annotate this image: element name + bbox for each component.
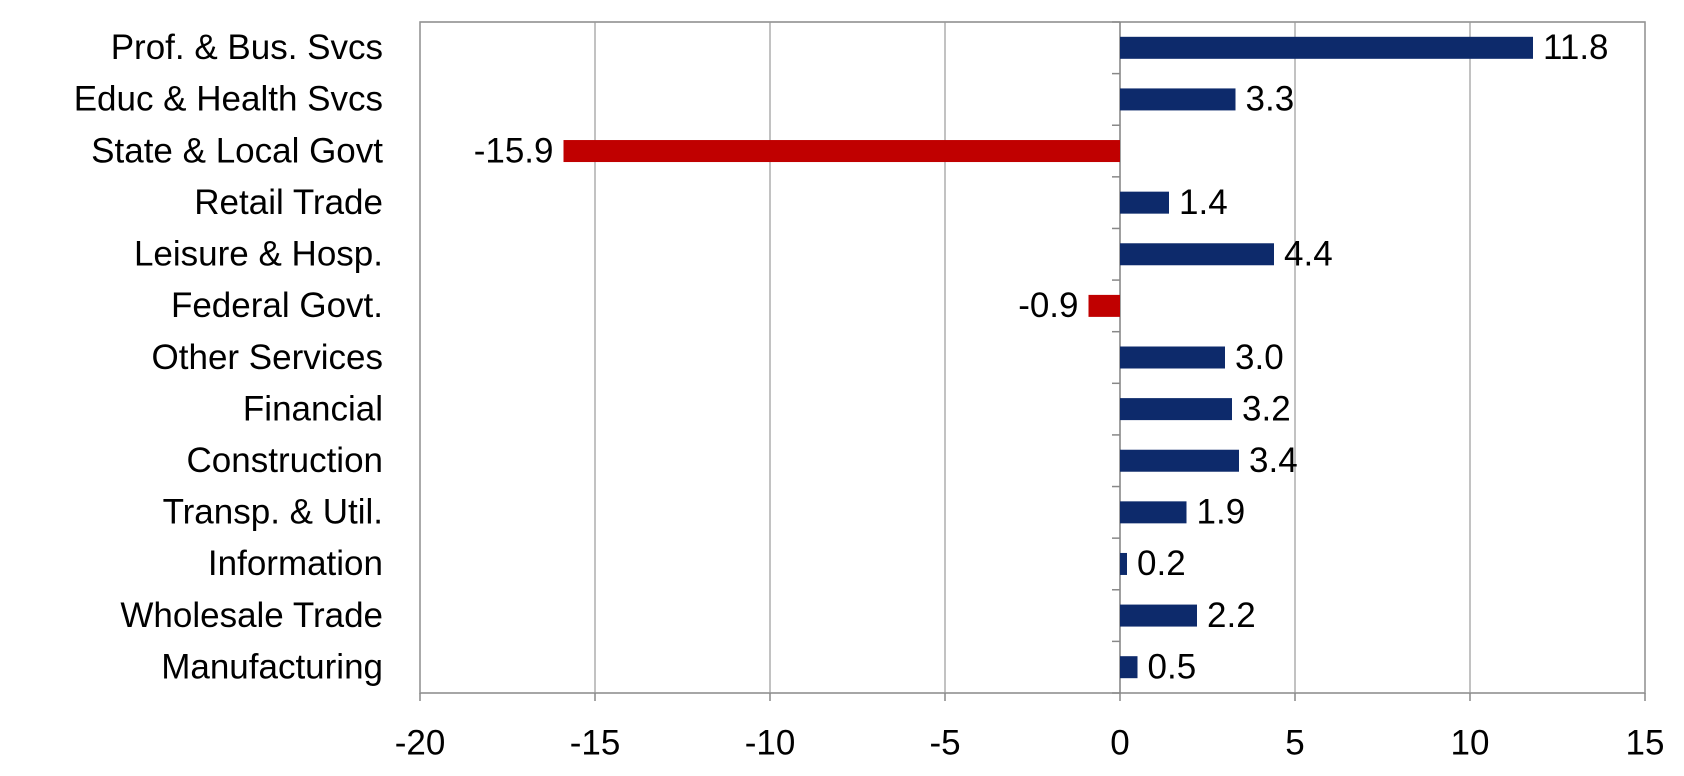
data-label: 1.9 [1197,493,1246,532]
bar [563,140,1120,163]
y-tick-label: Manufacturing [161,647,383,686]
y-tick-label: Information [208,544,383,583]
y-tick-label: State & Local Govt [91,131,383,170]
y-tick-label: Other Services [152,338,383,377]
data-label: 3.3 [1246,80,1295,119]
y-tick-label: Educ & Health Svcs [74,80,383,119]
data-label: 1.4 [1179,183,1228,222]
x-tick-label: 0 [1110,723,1129,762]
data-label: 3.2 [1242,389,1291,428]
y-tick-label: Wholesale Trade [120,596,383,635]
data-label: 0.5 [1148,647,1197,686]
y-tick-label: Transp. & Util. [163,493,383,532]
data-label: 11.8 [1543,28,1609,67]
y-tick-label: Leisure & Hosp. [134,235,383,274]
bar [1120,501,1187,524]
bar [1120,243,1274,266]
y-tick-label: Construction [187,441,383,480]
plot-frame [419,21,1646,694]
x-tick-label: -10 [745,723,796,762]
bar [1120,346,1225,369]
bar [1120,398,1232,421]
bar [1120,36,1533,59]
y-tick-label: Prof. & Bus. Svcs [111,28,383,67]
x-tick-label: 10 [1451,723,1490,762]
bar [1120,191,1169,214]
x-tick-label: -5 [929,723,960,762]
data-label: 0.2 [1137,544,1186,583]
data-label: 4.4 [1284,235,1333,274]
data-label: -0.9 [1018,286,1078,325]
data-label: 2.2 [1207,596,1256,635]
x-tick-label: -15 [570,723,621,762]
bar [1120,552,1127,575]
data-label: 3.4 [1249,441,1298,480]
bar [1120,656,1138,679]
bar [1088,294,1120,317]
y-tick-label: Federal Govt. [171,286,383,325]
bar [1120,604,1197,627]
x-tick-label: 15 [1626,723,1665,762]
y-tick-label: Retail Trade [194,183,383,222]
x-tick-label: 5 [1285,723,1304,762]
data-label: 3.0 [1235,338,1284,377]
bar [1120,88,1236,111]
x-tick-label: -20 [395,723,446,762]
y-tick-label: Financial [243,389,383,428]
data-label: -15.9 [474,131,554,170]
bar [1120,449,1239,472]
